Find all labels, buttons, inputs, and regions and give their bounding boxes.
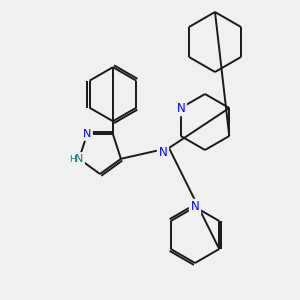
Text: N: N	[176, 101, 185, 115]
Text: N: N	[75, 154, 83, 164]
Text: N: N	[83, 129, 91, 139]
Text: N: N	[159, 146, 167, 158]
Text: N: N	[190, 200, 200, 214]
Text: H: H	[69, 155, 76, 164]
